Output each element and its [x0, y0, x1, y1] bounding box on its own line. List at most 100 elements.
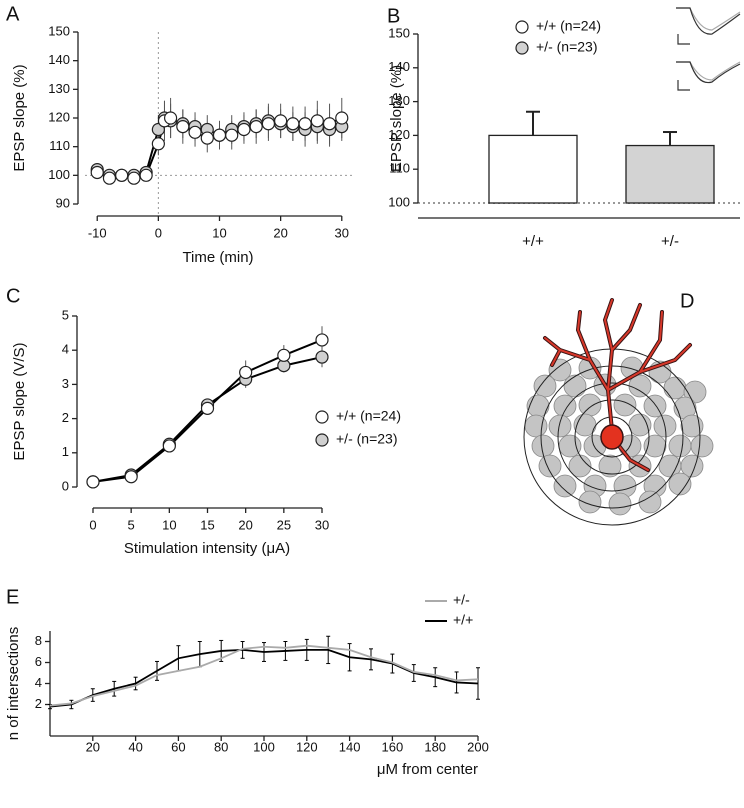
x-tick-label: 0 [89, 517, 96, 532]
trace [676, 7, 741, 35]
series-line [49, 648, 479, 708]
y-tick-label: 140 [388, 59, 410, 74]
marker [315, 333, 329, 347]
y-tick-label: 120 [48, 109, 70, 124]
x-tick-label: 40 [128, 739, 142, 754]
marker [90, 165, 104, 180]
x-axis-label: Time (min) [182, 249, 253, 266]
x-tick-label: 100 [253, 739, 275, 754]
x-tick-label: 10 [212, 225, 226, 240]
x-tick-label: 20 [273, 225, 287, 240]
y-tick-label: 100 [388, 194, 410, 209]
trace [676, 7, 741, 31]
x-tick-label: 200 [467, 739, 489, 754]
legend-label: +/+ [453, 612, 473, 628]
y-tick-label: 150 [388, 25, 410, 40]
x-tick-label: -10 [88, 225, 107, 240]
marker [151, 137, 165, 151]
x-tick-label: 30 [315, 517, 329, 532]
x-axis-label: μM from center [377, 761, 478, 778]
marker [115, 168, 129, 182]
y-tick-label: 140 [48, 52, 70, 67]
legend-marker [515, 41, 529, 55]
marker [335, 111, 349, 125]
marker [322, 117, 337, 131]
x-axis-label: Stimulation intensity (μA) [124, 540, 290, 557]
marker [200, 401, 215, 415]
y-axis-label: EPSP slope (V/S) [11, 342, 28, 460]
x-tick-label: 20 [238, 517, 252, 532]
marker [277, 348, 291, 362]
y-axis-label: n of intersections [5, 627, 22, 740]
y-tick-label: 130 [48, 81, 70, 96]
x-tick-label: 160 [382, 739, 404, 754]
bar [625, 144, 715, 204]
y-tick-label: 0 [62, 478, 69, 493]
legend-label: +/+ (n=24) [336, 408, 401, 424]
y-tick-label: 110 [389, 161, 410, 176]
x-tick-label: +/+ [522, 233, 544, 250]
panel-label: A [6, 3, 20, 25]
soma [600, 424, 624, 450]
y-tick-label: 3 [62, 376, 69, 391]
legend-label: +/- [453, 592, 470, 608]
trace [676, 61, 741, 81]
marker [124, 470, 138, 484]
scale-bar [677, 80, 690, 91]
scale-bar [677, 34, 690, 45]
legend-label: +/+ (n=24) [536, 18, 601, 34]
y-tick-label: 5 [62, 307, 69, 322]
y-tick-label: 1 [62, 444, 69, 459]
panel-label: B [387, 5, 400, 27]
y-tick-label: 8 [35, 633, 42, 648]
y-axis-label: EPSP slope (%) [11, 64, 28, 171]
x-tick-label: +/- [661, 233, 679, 250]
cell-bodies [524, 356, 714, 516]
marker [237, 122, 251, 137]
x-tick-label: 5 [128, 517, 135, 532]
marker [261, 117, 276, 131]
bar [488, 134, 578, 204]
legend-marker [315, 433, 329, 447]
panel-label: D [680, 290, 694, 312]
panel-label: E [6, 586, 19, 608]
marker [162, 439, 176, 453]
marker [200, 131, 214, 145]
x-tick-label: 0 [155, 225, 162, 240]
y-tick-label: 90 [56, 195, 70, 210]
marker [249, 119, 263, 134]
y-tick-label: 100 [48, 167, 70, 182]
series-line [92, 356, 323, 483]
series-line [49, 644, 479, 707]
y-tick-label: 2 [62, 410, 69, 425]
marker [298, 117, 312, 131]
y-tick-label: 110 [49, 138, 70, 153]
legend-label: +/- (n=23) [336, 431, 397, 447]
x-tick-label: 10 [162, 517, 176, 532]
x-tick-label: 80 [214, 739, 228, 754]
y-tick-label: 2 [35, 696, 42, 711]
legend-label: +/- (n=23) [536, 39, 597, 55]
x-tick-label: 140 [339, 739, 361, 754]
marker [274, 114, 288, 128]
y-tick-label: 120 [388, 127, 410, 142]
marker [239, 365, 253, 380]
dendrites [543, 298, 692, 472]
x-tick-label: 25 [277, 517, 291, 532]
y-tick-label: 130 [388, 93, 410, 108]
marker [102, 171, 117, 185]
y-axis-label: EPSP slope (%) [388, 65, 405, 172]
x-tick-label: 180 [424, 739, 446, 754]
y-tick-label: 4 [35, 675, 42, 690]
x-tick-label: 30 [335, 225, 349, 240]
x-tick-label: 60 [171, 739, 185, 754]
marker [212, 128, 227, 142]
marker [176, 119, 190, 134]
legend-marker [315, 410, 329, 424]
marker [127, 171, 141, 185]
marker [286, 117, 300, 131]
inset-traces [676, 7, 741, 91]
y-tick-label: 150 [48, 23, 70, 38]
neuron-diagram [523, 298, 714, 526]
